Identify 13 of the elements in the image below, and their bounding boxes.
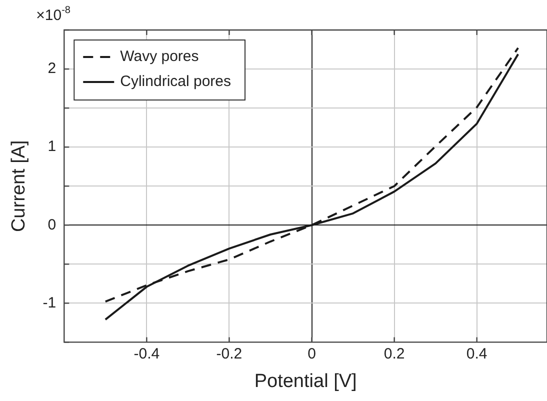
x-tick-label: -0.4 xyxy=(134,345,160,362)
y-tick-label: 1 xyxy=(48,138,56,156)
x-axis-title: Potential [V] xyxy=(254,370,357,392)
y-tick-label: -1 xyxy=(42,294,56,312)
legend-label: Wavy pores xyxy=(120,48,199,66)
y-tick-label: 0 xyxy=(48,216,56,234)
x-tick-label: -0.2 xyxy=(216,345,242,362)
x-tick-label: 0 xyxy=(308,345,316,362)
legend-label: Cylindrical pores xyxy=(120,73,232,90)
y-axis-title: Current [A] xyxy=(8,140,30,232)
x-tick-label: 0.2 xyxy=(384,345,405,362)
y-tick-label: 2 xyxy=(48,60,56,78)
x-tick-label: 0.4 xyxy=(466,345,488,362)
